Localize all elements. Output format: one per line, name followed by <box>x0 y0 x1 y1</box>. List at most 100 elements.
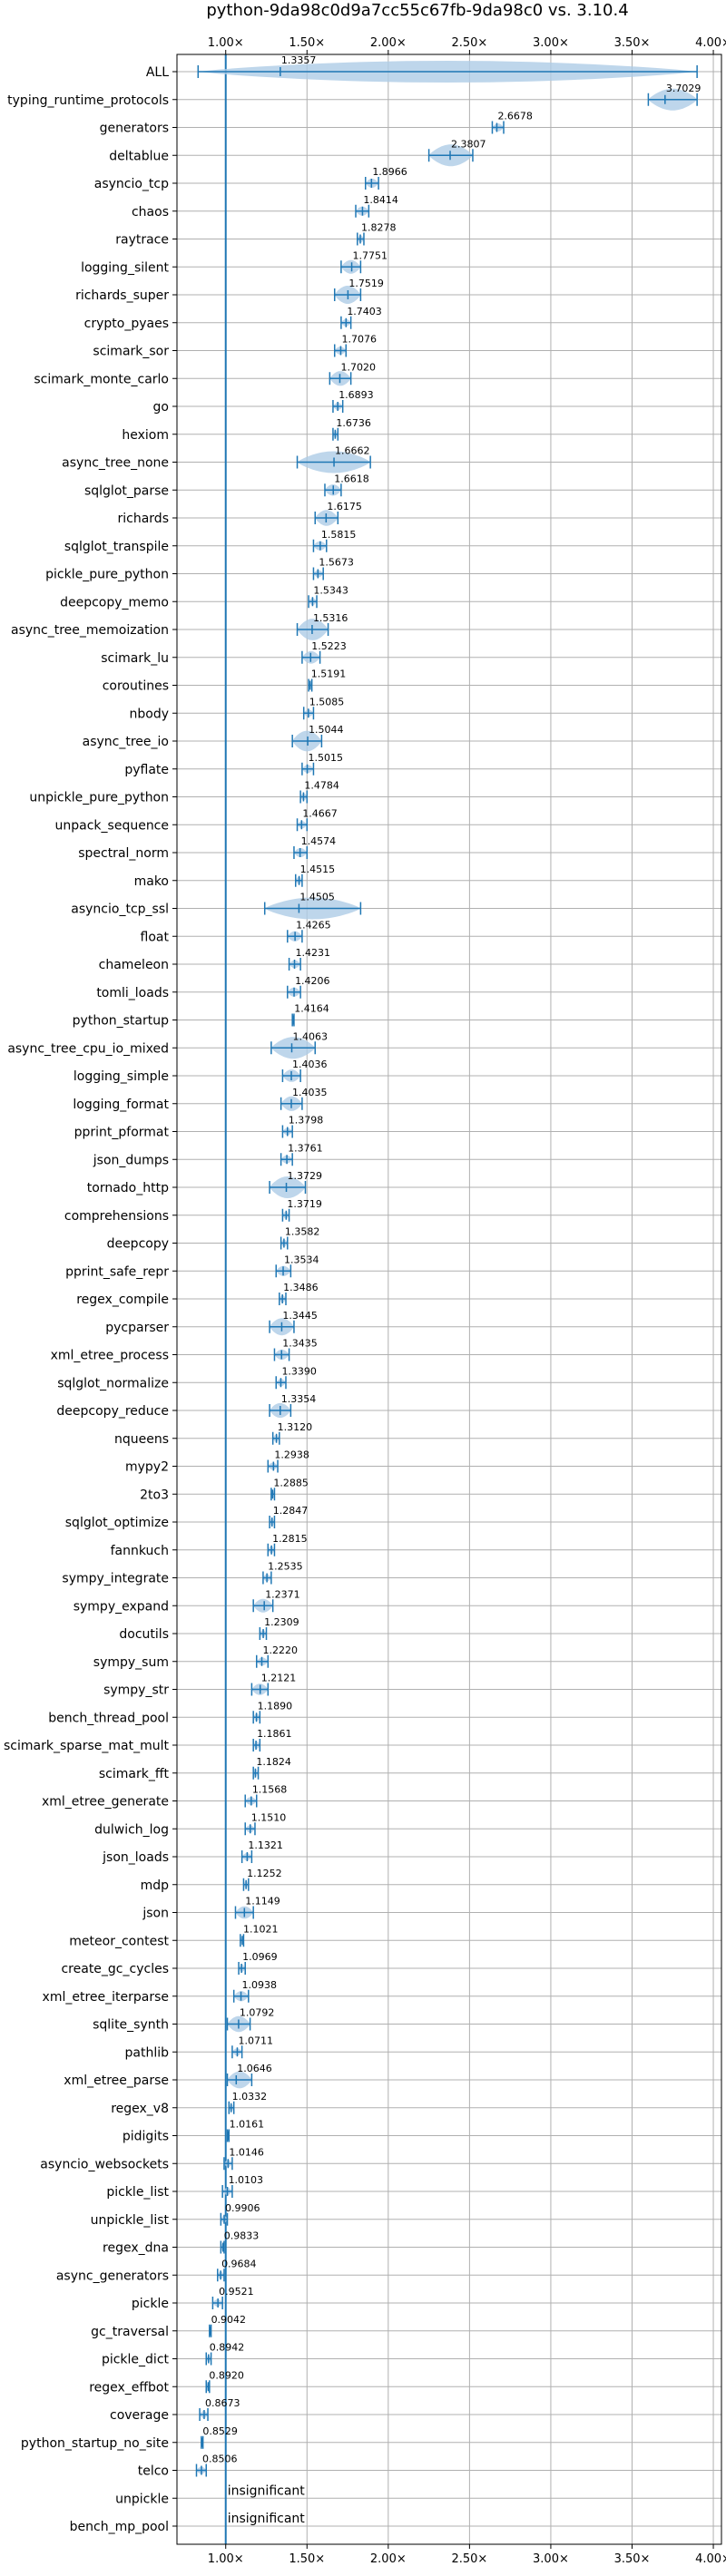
value-label: 1.2121 <box>261 1673 297 1684</box>
benchmark-label: python_startup <box>73 1014 169 1029</box>
benchmark-label: raytrace <box>115 233 169 248</box>
benchmark-label: sympy_expand <box>74 1599 169 1614</box>
value-label: 1.0103 <box>229 2174 263 2186</box>
benchmark-label: deepcopy_memo <box>60 595 169 610</box>
chart-title: python-9da98c0d9a7cc55c67fb-9da98c0 vs. … <box>206 1 628 20</box>
benchmark-label: tornado_http <box>87 1181 169 1195</box>
violin-layer <box>195 54 698 2544</box>
value-label: 1.5085 <box>309 696 345 707</box>
benchmark-label: deltablue <box>109 149 169 163</box>
value-label: 1.8966 <box>372 166 407 178</box>
benchmark-label: pidigits <box>123 2130 169 2144</box>
benchmark-label: generators <box>100 122 169 136</box>
benchmark-label: async_tree_memoization <box>11 623 169 638</box>
x-tick-label-top: 1.50× <box>289 36 325 50</box>
value-label: 1.6175 <box>327 501 362 512</box>
value-label: 1.2885 <box>273 1477 309 1488</box>
grid-layer <box>177 54 721 2544</box>
value-label: 1.1510 <box>251 1811 287 1823</box>
value-label: 1.4036 <box>292 1059 328 1070</box>
value-label: 1.3486 <box>283 1282 319 1293</box>
benchmark-label: json_loads <box>102 1850 169 1865</box>
benchmark-label: crypto_pyaes <box>84 317 169 331</box>
value-label: 0.9684 <box>221 2258 257 2269</box>
value-label: 1.1149 <box>245 1896 280 1908</box>
value-label: 1.3435 <box>282 1338 318 1350</box>
benchmark-label: sympy_integrate <box>62 1572 169 1586</box>
benchmark-label: regex_dna <box>103 2241 169 2256</box>
value-label: 1.5223 <box>311 640 347 652</box>
benchmark-label: meteor_contest <box>69 1934 169 1948</box>
benchmark-label: fannkuch <box>111 1544 169 1558</box>
axis-layer: 1.00× 1.00× 1.50× 1.50× 2.00× 2.00× 2.50× 2.50×… <box>4 36 726 2566</box>
benchmark-label: telco <box>138 2464 169 2479</box>
value-label: 1.3729 <box>288 1170 323 1182</box>
value-label: 1.3357 <box>281 54 317 66</box>
x-tick-label-top: 1.00× <box>208 36 244 50</box>
benchmark-label: xml_etree_generate <box>42 1795 169 1810</box>
label-layer: 1.3357 3.7029 2.6678 2.3807 1.8966 1.8414 1.82… <box>202 54 701 2526</box>
benchmark-label: richards_super <box>75 288 169 303</box>
value-label: 0.8920 <box>209 2369 244 2381</box>
benchmark-label: mako <box>134 874 169 889</box>
value-label: 1.2847 <box>273 1505 309 1517</box>
x-tick-label-bottom: 4.00× <box>695 2552 726 2566</box>
x-tick-label-top: 3.00× <box>533 36 569 50</box>
value-label: 1.8414 <box>363 194 398 206</box>
value-label: 1.7751 <box>353 249 388 261</box>
benchmark-label: pycparser <box>105 1321 169 1335</box>
value-label: 0.9042 <box>211 2314 246 2326</box>
value-label: 1.5015 <box>309 752 344 764</box>
benchmark-label: asyncio_tcp <box>94 177 169 191</box>
benchmark-label: json_dumps <box>93 1153 169 1167</box>
value-label: 1.5316 <box>313 612 348 624</box>
benchmark-label: scimark_fft <box>99 1767 170 1781</box>
value-label: 1.6618 <box>334 473 369 484</box>
benchmark-label: sqlglot_parse <box>84 483 169 498</box>
benchmark-label: scimark_lu <box>101 651 169 666</box>
value-label: 1.5044 <box>309 724 344 736</box>
benchmark-label: deepcopy_reduce <box>56 1404 169 1419</box>
value-label: 1.3761 <box>288 1142 323 1154</box>
insignificant-label: insignificant <box>228 2483 306 2498</box>
benchmark-label: pickle_pure_python <box>45 568 169 582</box>
value-label: 1.2220 <box>262 1644 298 1656</box>
value-label: 1.4206 <box>295 975 330 987</box>
benchmark-label: ALL <box>146 65 169 80</box>
value-label: 1.3534 <box>284 1254 319 1265</box>
value-label: 1.7020 <box>340 361 376 373</box>
benchmark-label: pickle <box>132 2297 169 2311</box>
value-label: 1.3354 <box>281 1393 317 1405</box>
value-label: 1.3120 <box>278 1421 313 1433</box>
value-label: 1.4574 <box>301 835 337 847</box>
insignificant-label: insignificant <box>228 2512 306 2526</box>
value-label: 1.5815 <box>321 529 357 541</box>
value-label: 1.4035 <box>292 1087 328 1098</box>
benchmark-label: pprint_safe_repr <box>65 1264 169 1279</box>
benchmark-label: unpickle_list <box>91 2213 170 2228</box>
value-label: 1.1321 <box>248 1839 283 1851</box>
benchmark-label: float <box>141 930 170 944</box>
value-label: 1.3582 <box>285 1226 320 1238</box>
benchmark-label: pickle_list <box>106 2185 169 2200</box>
value-label: 1.0969 <box>242 1951 278 1963</box>
benchmark-label: chameleon <box>99 958 169 972</box>
value-label: 0.9521 <box>219 2286 253 2298</box>
value-label: 1.3445 <box>282 1310 318 1322</box>
x-tick-label-bottom: 2.00× <box>370 2552 407 2566</box>
value-label: 1.3798 <box>289 1115 324 1127</box>
benchmark-label: unpack_sequence <box>55 818 169 833</box>
benchmark-label: unpickle_pure_python <box>29 791 169 805</box>
benchmark-label: python_startup_no_site <box>21 2436 169 2451</box>
x-tick-label-bottom: 1.00× <box>208 2552 244 2566</box>
value-label: 1.6736 <box>336 417 371 429</box>
benchmark-label: bench_mp_pool <box>70 2520 169 2534</box>
benchmark-label: scimark_sor <box>93 345 169 359</box>
value-label: 1.6893 <box>338 389 374 401</box>
benchmark-label: async_tree_cpu_io_mixed <box>7 1041 169 1056</box>
benchmark-label: scimark_monte_carlo <box>34 372 169 386</box>
value-label: 1.2371 <box>265 1588 300 1600</box>
benchmark-label: xml_etree_parse <box>64 2073 169 2088</box>
value-label: 1.0938 <box>242 1979 278 1991</box>
